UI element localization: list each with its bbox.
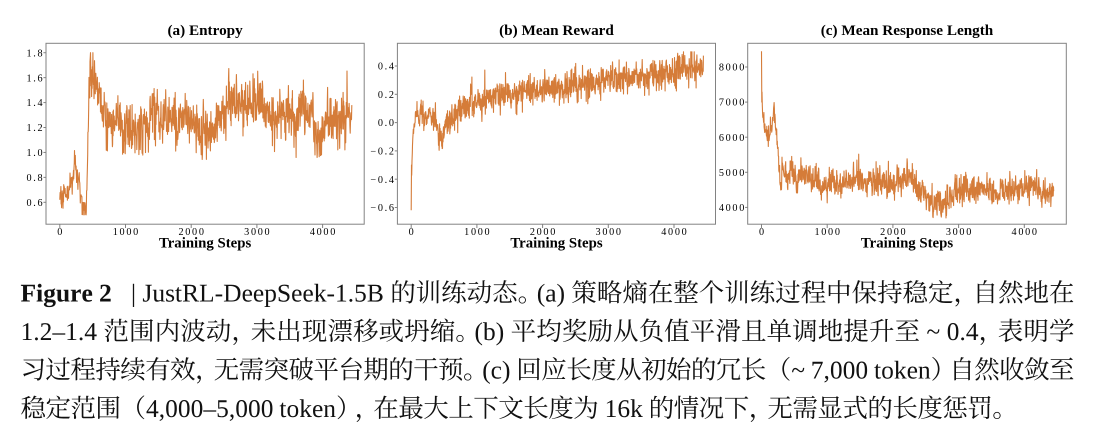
svg-text:−0.4: −0.4 (370, 175, 395, 186)
svg-text:0.2: 0.2 (378, 90, 396, 101)
svg-text:3000: 3000 (244, 227, 271, 238)
svg-text:0: 0 (759, 227, 766, 238)
svg-text:Training Steps: Training Steps (861, 236, 953, 252)
svg-text:1.8: 1.8 (26, 48, 44, 59)
svg-text:1.0: 1.0 (26, 148, 44, 159)
svg-text:−0.6: −0.6 (370, 203, 395, 214)
svg-text:0.0: 0.0 (378, 118, 396, 129)
svg-text:2000: 2000 (530, 227, 557, 238)
svg-text:6000: 6000 (719, 133, 746, 144)
svg-text:1000: 1000 (113, 227, 140, 238)
svg-text:2000: 2000 (178, 227, 205, 238)
svg-text:Training Steps: Training Steps (510, 236, 602, 252)
svg-text:3000: 3000 (946, 227, 973, 238)
svg-text:1.4: 1.4 (26, 98, 44, 109)
svg-text:0.8: 0.8 (26, 173, 44, 184)
svg-text:0.6: 0.6 (26, 198, 44, 209)
svg-text:3000: 3000 (596, 227, 623, 238)
svg-text:7000: 7000 (719, 98, 746, 109)
svg-text:0.4: 0.4 (378, 62, 396, 73)
svg-text:0: 0 (409, 227, 416, 238)
svg-text:5000: 5000 (719, 168, 746, 179)
svg-text:2000: 2000 (880, 227, 907, 238)
svg-text:1000: 1000 (814, 227, 841, 238)
svg-text:−0.2: −0.2 (370, 147, 395, 158)
svg-text:4000: 4000 (310, 227, 337, 238)
svg-text:4000: 4000 (719, 203, 746, 214)
svg-text:(a) Entropy: (a) Entropy (167, 22, 243, 39)
svg-text:4000: 4000 (1012, 227, 1039, 238)
svg-text:8000: 8000 (719, 63, 746, 74)
svg-text:(b) Mean Reward: (b) Mean Reward (499, 22, 614, 39)
svg-text:1.6: 1.6 (26, 73, 44, 84)
svg-text:1000: 1000 (464, 227, 491, 238)
svg-text:1.2: 1.2 (26, 123, 44, 134)
svg-text:0: 0 (57, 227, 64, 238)
svg-text:Training Steps: Training Steps (159, 236, 251, 252)
svg-text:(c) Mean Response Length: (c) Mean Response Length (821, 22, 994, 39)
svg-text:4000: 4000 (661, 227, 688, 238)
